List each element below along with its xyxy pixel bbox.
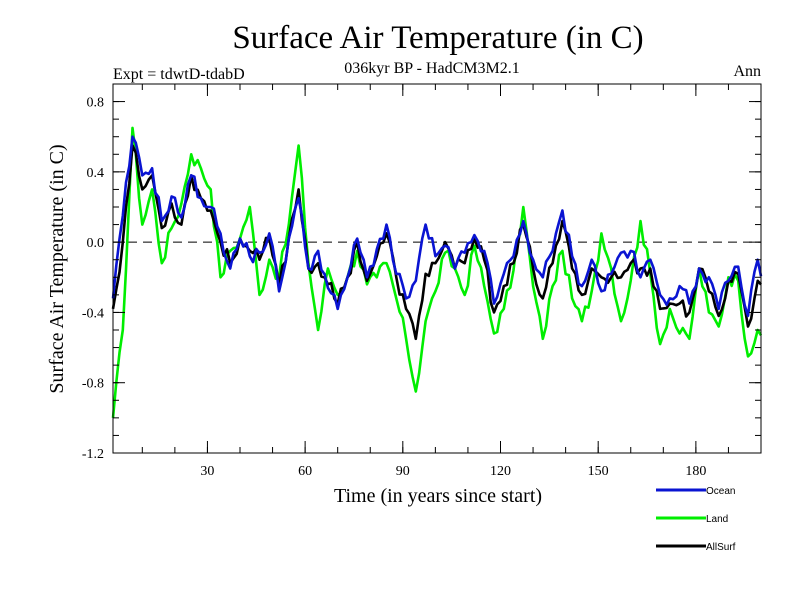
legend-label-ocean: Ocean <box>706 486 735 497</box>
chart-title: Surface Air Temperature (in C) <box>232 20 643 56</box>
legend-label-land: Land <box>706 514 728 525</box>
series-line-ocean <box>111 135 763 318</box>
y-tick-label: 0.0 <box>87 236 105 251</box>
legend-label-allsurf: AllSurf <box>706 542 736 553</box>
x-tick-label: 180 <box>685 464 706 479</box>
y-axis-label: Surface Air Temperature (in C) <box>46 144 68 393</box>
y-tick-label: 0.8 <box>87 96 105 111</box>
series-layer <box>111 126 763 419</box>
x-tick-label: 150 <box>588 464 609 479</box>
chart-subtitle: 036kyr BP - HadCM3M2.1 <box>344 60 519 77</box>
x-axis-label: Time (in years since start) <box>334 485 542 507</box>
plot-frame <box>112 83 762 454</box>
legend: Ocean Land AllSurf <box>656 486 736 553</box>
season-label: Ann <box>733 63 761 80</box>
axis-ticks: -1.2 -0.8 -0.4 0.0 0.4 0.8 30 60 90 120 150 180 <box>82 83 762 479</box>
y-tick-label: -1.2 <box>82 447 104 462</box>
experiment-label: Expt = tdwtD-tdabD <box>113 66 245 83</box>
x-tick-label: 120 <box>490 464 511 479</box>
y-tick-label: 0.4 <box>87 166 105 181</box>
y-tick-label: -0.8 <box>82 377 104 392</box>
x-tick-label: 30 <box>200 464 214 479</box>
y-tick-label: -0.4 <box>82 306 104 321</box>
x-tick-label: 90 <box>396 464 410 479</box>
x-tick-label: 60 <box>298 464 312 479</box>
series-line-land <box>111 126 763 419</box>
